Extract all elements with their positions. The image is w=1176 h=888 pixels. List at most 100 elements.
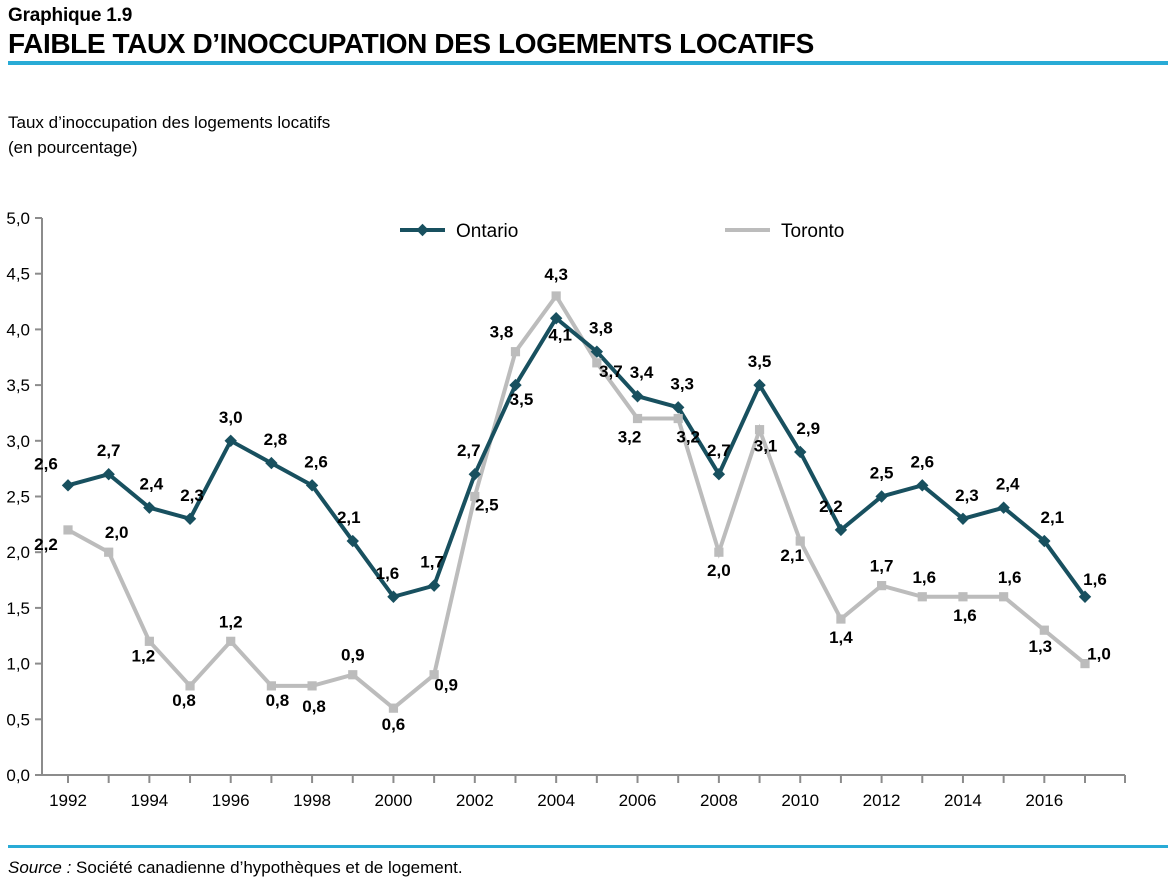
data-point-label: 1,6	[376, 564, 400, 583]
x-axis-tick-label: 1994	[130, 791, 168, 810]
data-point-label: 0,6	[382, 715, 406, 734]
data-point-marker	[305, 479, 319, 492]
data-point-marker	[794, 445, 807, 459]
footer-divider	[8, 845, 1168, 848]
series-line-ontario	[67, 315, 1087, 600]
series-lines	[67, 292, 1087, 711]
data-point-label: 2,4	[996, 475, 1020, 494]
data-point-marker	[917, 592, 927, 602]
data-point-label: 0,8	[172, 691, 196, 710]
chart-plot-area: 0,0 0,5 1,0 1,5 2,0 2,5 3,0 3,5 4,0 4,5 5,0 1992 19…	[0, 200, 1176, 840]
data-point-marker	[999, 592, 1009, 602]
y-axis-tick-label: 1,5	[6, 599, 30, 618]
data-point-marker	[266, 681, 276, 691]
data-point-marker	[590, 345, 604, 358]
data-point-label: 3,3	[670, 374, 694, 393]
chart-number: Graphique 1.9	[8, 5, 133, 26]
data-point-label: 2,8	[264, 430, 288, 449]
y-axis-tick-label: 2,0	[6, 543, 30, 562]
data-point-label: 3,5	[510, 390, 534, 409]
data-point-label: 0,9	[434, 676, 458, 695]
x-axis: 1992 1994 1996 1998 2000 2002 2004 2006 2008 2010…	[42, 774, 1126, 810]
data-point-label: 1,0	[1087, 645, 1111, 664]
data-point-label: 1,2	[219, 612, 243, 631]
chart-legend: Ontario Toronto	[400, 221, 844, 242]
data-point-label: 1,7	[870, 557, 894, 576]
data-point-label: 2,3	[180, 486, 204, 505]
title-divider	[8, 61, 1168, 65]
x-axis-tick-label: 2006	[619, 791, 657, 810]
data-point-label: 2,7	[97, 441, 121, 460]
data-point-marker	[63, 525, 73, 535]
axis-unit-caption: Taux d’inoccupation des logements locati…	[8, 110, 330, 160]
data-point-label: 2,9	[796, 419, 820, 438]
data-point-marker	[877, 581, 887, 591]
data-point-label: 2,0	[105, 523, 129, 542]
data-point-marker	[224, 434, 237, 447]
series-line-toronto	[67, 292, 1087, 711]
data-point-marker	[185, 681, 195, 691]
source-label: Source :	[8, 858, 72, 877]
data-point-labels: 2,6 2,7 2,4 2,3 3,0 2,8 2,6 2,1 1,6 1,7 2,7 3,5 4,1 3…	[34, 265, 1111, 734]
data-point-label: 2,5	[870, 464, 894, 483]
legend-label-toronto: Toronto	[781, 221, 844, 242]
source-note: Source : Société canadienne d’hypothèque…	[8, 857, 463, 879]
y-axis-tick-label: 2,5	[6, 488, 30, 507]
subtitle-line-2: (en pourcentage)	[8, 138, 138, 157]
data-point-label: 3,2	[618, 428, 642, 447]
data-point-marker	[754, 425, 765, 435]
data-point-marker	[875, 490, 888, 503]
data-point-marker	[836, 614, 846, 624]
data-point-marker	[997, 501, 1010, 514]
y-axis-tick-label: 0,5	[6, 710, 30, 729]
data-point-label: 3,4	[630, 363, 654, 382]
y-axis-tick-label: 3,5	[6, 376, 30, 395]
data-point-marker	[631, 390, 644, 403]
y-axis-tick-label: 3,0	[6, 432, 30, 451]
data-point-marker	[470, 491, 480, 502]
data-point-marker	[834, 523, 848, 537]
data-point-label: 3,2	[676, 428, 700, 447]
subtitle-line-1: Taux d’inoccupation des logements locati…	[8, 113, 331, 132]
page-title: FAIBLE TAUX D’INOCCUPATION DES LOGEMENTS…	[8, 28, 814, 59]
data-point-label: 2,2	[819, 497, 843, 516]
chart-header: Graphique 1.9 FAIBLE TAUX D’INOCCUPATION…	[8, 4, 1168, 65]
data-point-marker	[632, 413, 643, 424]
data-point-marker	[1080, 659, 1090, 669]
data-point-marker	[1078, 590, 1092, 603]
data-point-label: 0,9	[341, 646, 365, 665]
data-point-label: 4,3	[544, 265, 568, 284]
data-point-label: 2,1	[337, 508, 361, 527]
data-point-label: 1,2	[132, 646, 156, 665]
data-point-label: 1,3	[1028, 637, 1052, 656]
data-point-marker	[226, 636, 236, 646]
data-point-marker	[265, 456, 278, 470]
data-point-label: 2,3	[955, 486, 979, 505]
data-point-label: 2,6	[34, 454, 58, 473]
series-markers	[61, 291, 1092, 713]
data-point-label: 1,6	[1083, 570, 1107, 589]
x-axis-tick-label: 1998	[293, 791, 331, 810]
source-text: Société canadienne d’hypothèques et de l…	[76, 858, 463, 877]
data-point-label: 1,6	[998, 568, 1022, 587]
data-point-marker	[509, 378, 522, 392]
line-chart-svg: 0,00,51,01,52,02,53,03,54,04,55,0 1992 19…	[6, 209, 1126, 810]
x-axis-tick-label: 2014	[944, 791, 982, 810]
x-axis-tick-label: 1996	[212, 791, 250, 810]
data-point-label: 0,8	[302, 697, 326, 716]
data-point-label: 3,1	[754, 437, 778, 456]
data-point-marker	[104, 547, 114, 557]
data-point-marker	[61, 479, 75, 492]
data-point-marker	[1039, 625, 1049, 635]
data-point-label: 2,0	[707, 561, 731, 580]
x-axis-tick-label: 2000	[375, 791, 413, 810]
data-point-marker	[672, 401, 685, 414]
legend-marker-ontario	[416, 223, 429, 237]
data-point-marker	[427, 579, 441, 592]
data-point-label: 2,6	[910, 452, 934, 471]
x-axis-tick-label: 1992	[49, 791, 87, 810]
x-axis-tick-label: 2012	[863, 791, 901, 810]
y-axis-tick-label: 4,0	[6, 320, 30, 339]
x-axis-tick-label: 2016	[1025, 791, 1063, 810]
x-axis-tick-label: 2004	[537, 791, 575, 810]
